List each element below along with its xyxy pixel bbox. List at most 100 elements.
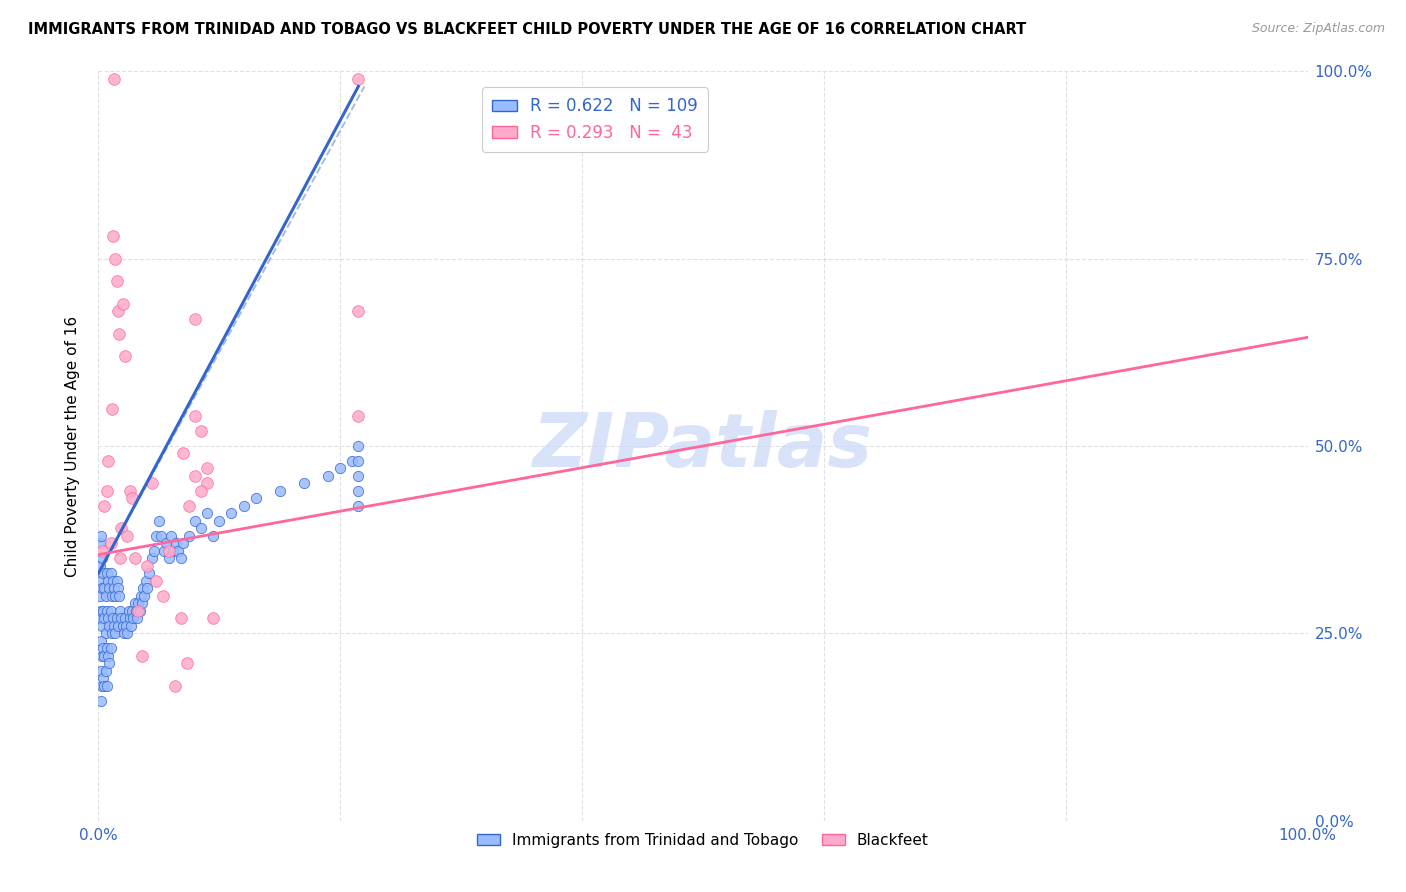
Point xyxy=(269,483,291,498)
Point xyxy=(157,551,180,566)
Point xyxy=(93,499,115,513)
Point xyxy=(100,626,122,640)
Point xyxy=(112,626,135,640)
Point xyxy=(94,664,117,678)
Point xyxy=(114,349,136,363)
Point xyxy=(135,574,157,588)
Point xyxy=(163,679,186,693)
Point xyxy=(124,551,146,566)
Point xyxy=(110,521,132,535)
Point xyxy=(96,604,118,618)
Point xyxy=(190,483,212,498)
Point xyxy=(195,461,218,475)
Point xyxy=(292,476,315,491)
Point xyxy=(124,596,146,610)
Point xyxy=(127,596,149,610)
Point xyxy=(195,476,218,491)
Point xyxy=(97,611,120,625)
Point xyxy=(90,574,112,588)
Y-axis label: Child Poverty Under the Age of 16: Child Poverty Under the Age of 16 xyxy=(65,316,80,576)
Point xyxy=(150,529,173,543)
Point xyxy=(104,252,127,266)
Point xyxy=(89,536,111,550)
Point xyxy=(131,596,153,610)
Point xyxy=(91,551,114,566)
Point xyxy=(118,483,141,498)
Point xyxy=(108,604,131,618)
Point xyxy=(208,514,231,528)
Point xyxy=(120,619,142,633)
Point xyxy=(135,582,157,596)
Point xyxy=(93,679,115,693)
Point xyxy=(347,499,370,513)
Point xyxy=(202,529,225,543)
Point xyxy=(141,551,163,566)
Point xyxy=(90,604,112,618)
Point xyxy=(347,71,370,86)
Point xyxy=(176,657,198,671)
Point xyxy=(91,544,114,558)
Point xyxy=(100,641,122,656)
Point xyxy=(91,604,114,618)
Point xyxy=(100,589,122,603)
Point xyxy=(179,529,201,543)
Text: Source: ZipAtlas.com: Source: ZipAtlas.com xyxy=(1251,22,1385,36)
Point xyxy=(115,619,138,633)
Point xyxy=(165,536,187,550)
Point xyxy=(93,611,115,625)
Point xyxy=(169,551,191,566)
Point xyxy=(190,521,212,535)
Point xyxy=(145,574,167,588)
Point xyxy=(98,582,121,596)
Point xyxy=(101,574,124,588)
Point xyxy=(329,461,352,475)
Point xyxy=(108,589,131,603)
Point xyxy=(184,469,207,483)
Point xyxy=(232,499,254,513)
Point xyxy=(105,274,128,288)
Point xyxy=(111,619,134,633)
Point xyxy=(96,679,118,693)
Point xyxy=(138,566,160,581)
Point xyxy=(107,619,129,633)
Point xyxy=(145,529,167,543)
Point xyxy=(184,311,207,326)
Point xyxy=(89,558,111,573)
Point xyxy=(179,499,201,513)
Point xyxy=(148,514,170,528)
Point xyxy=(97,648,120,663)
Point xyxy=(152,544,174,558)
Point xyxy=(118,604,141,618)
Point xyxy=(105,611,128,625)
Point xyxy=(342,454,364,468)
Point xyxy=(172,536,194,550)
Point xyxy=(101,611,124,625)
Point xyxy=(347,439,370,453)
Point xyxy=(160,529,183,543)
Point xyxy=(96,566,118,581)
Point xyxy=(221,507,243,521)
Point xyxy=(121,491,143,506)
Point xyxy=(104,589,127,603)
Point xyxy=(190,424,212,438)
Text: ZIPatlas: ZIPatlas xyxy=(533,409,873,483)
Point xyxy=(90,694,112,708)
Point xyxy=(108,326,131,341)
Point xyxy=(152,589,174,603)
Point xyxy=(125,604,148,618)
Point xyxy=(104,626,127,640)
Point xyxy=(347,409,370,423)
Point xyxy=(108,551,131,566)
Point xyxy=(127,611,149,625)
Point xyxy=(93,582,115,596)
Point xyxy=(114,611,136,625)
Point xyxy=(162,544,184,558)
Point xyxy=(107,304,129,318)
Point xyxy=(111,296,134,310)
Point xyxy=(103,582,125,596)
Point xyxy=(97,574,120,588)
Point xyxy=(316,469,339,483)
Point xyxy=(155,536,177,550)
Point xyxy=(94,589,117,603)
Point xyxy=(127,604,149,618)
